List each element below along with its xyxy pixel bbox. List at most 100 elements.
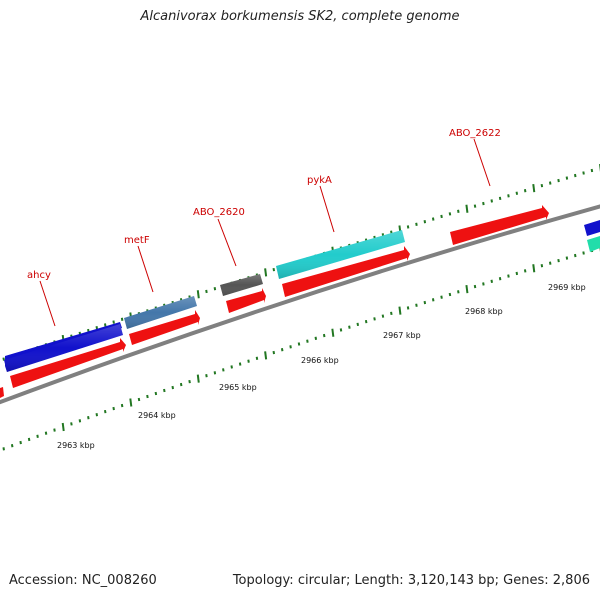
length-value: 3,120,143 bp <box>407 573 495 588</box>
label-ABO_2620[interactable]: ABO_2620 <box>193 207 245 218</box>
inner-tick-70 <box>582 251 585 255</box>
inner-tick-64 <box>532 264 536 273</box>
gene-extra-right[interactable] <box>584 220 600 252</box>
inner-tick-53 <box>440 295 443 299</box>
outer-tick-71 <box>590 168 594 173</box>
cds-metF[interactable] <box>129 310 200 345</box>
gene-extra-right-bar <box>584 220 600 236</box>
inner-tick-27 <box>222 368 225 372</box>
label-ahcy[interactable]: ahcy <box>27 270 51 281</box>
inner-tick-28 <box>230 365 233 369</box>
outer-tick-56 <box>465 204 469 213</box>
outer-tick-51 <box>423 220 427 224</box>
accession-value: NC_008260 <box>81 573 157 588</box>
inner-tick-1 <box>2 447 5 451</box>
inner-tick-30 <box>247 359 250 363</box>
inner-tick-17 <box>137 397 141 402</box>
inner-tick-47 <box>390 311 393 316</box>
outer-tick-25 <box>205 289 208 294</box>
outer-tick-12 <box>95 326 99 330</box>
inner-tick-21 <box>171 385 174 390</box>
outer-tick-52 <box>431 217 435 221</box>
inner-tick-29 <box>238 362 242 366</box>
cds-ahcy[interactable] <box>10 338 126 388</box>
inner-tick-48 <box>398 306 402 315</box>
label-pykA[interactable]: pykA <box>307 175 332 186</box>
outer-tick-49 <box>406 225 410 229</box>
outer-tick-14 <box>112 320 115 324</box>
outer-tick-32 <box>264 268 268 277</box>
kbp-label-2968: 2968 kbp <box>465 307 503 316</box>
inner-tick-56 <box>465 285 469 294</box>
inner-tick-69 <box>574 253 577 258</box>
inner-tick-16 <box>129 398 133 407</box>
inner-tick-6 <box>44 431 48 435</box>
inner-tick-22 <box>179 382 183 387</box>
inner-tick-31 <box>255 356 259 360</box>
inner-tick-58 <box>482 282 485 286</box>
inner-tick-19 <box>154 391 158 396</box>
genes-label: Genes: <box>503 573 549 588</box>
outer-tick-66 <box>548 181 552 185</box>
kbp-label-2969: 2969 kbp <box>548 283 586 292</box>
inner-tick-4 <box>27 437 31 442</box>
inner-tick-10 <box>78 419 82 423</box>
outer-tick-70 <box>582 171 585 175</box>
inner-tick-34 <box>280 348 284 352</box>
inner-tick-18 <box>146 394 149 399</box>
genes-value: 2,806 <box>552 573 590 588</box>
outer-tick-60 <box>498 196 502 201</box>
inner-tick-12 <box>95 413 99 417</box>
inner-tick-63 <box>523 269 527 273</box>
inner-tick-ring <box>2 244 600 451</box>
outer-tick-59 <box>490 199 493 203</box>
outer-tick-57 <box>473 204 477 208</box>
inner-tick-41 <box>339 328 343 332</box>
inner-tick-35 <box>289 345 292 349</box>
inner-tick-45 <box>373 317 376 321</box>
outer-tick-58 <box>482 201 485 206</box>
outer-tick-33 <box>272 267 276 272</box>
cds-pykA[interactable] <box>282 246 410 297</box>
kbp-label-2964: 2964 kbp <box>138 411 176 420</box>
inner-tick-38 <box>314 336 318 341</box>
kbp-label-2966: 2966 kbp <box>301 356 339 365</box>
cds-ABO_2622[interactable] <box>450 205 549 245</box>
inner-tick-14 <box>112 406 115 411</box>
accession-footer: Accession: NC_008260 <box>9 573 157 588</box>
inner-tick-42 <box>348 325 351 329</box>
inner-tick-61 <box>507 274 510 278</box>
inner-tick-68 <box>565 256 569 260</box>
inner-tick-52 <box>431 298 435 302</box>
inner-tick-32 <box>264 351 268 360</box>
cds-ABO_2620[interactable] <box>226 288 266 313</box>
inner-tick-33 <box>272 350 276 355</box>
inner-tick-9 <box>70 422 73 426</box>
cds-left-edge[interactable] <box>0 387 4 398</box>
length-label: Length: <box>354 573 404 588</box>
genome-stats-footer: Topology: circular; Length: 3,120,143 bp… <box>232 573 590 588</box>
inner-tick-13 <box>103 409 107 414</box>
outer-tick-55 <box>457 209 460 213</box>
inner-tick-15 <box>120 403 124 408</box>
inner-tick-37 <box>306 339 309 343</box>
outer-tick-50 <box>415 222 418 226</box>
outer-tick-65 <box>540 183 544 188</box>
inner-tick-11 <box>87 416 90 420</box>
label-metF[interactable]: metF <box>124 235 150 246</box>
label-ABO_2622[interactable]: ABO_2622 <box>449 128 501 139</box>
inner-tick-49 <box>406 306 410 310</box>
inner-tick-25 <box>205 374 208 378</box>
cds-track <box>0 205 549 398</box>
inner-tick-43 <box>356 322 360 327</box>
inner-tick-23 <box>188 379 191 384</box>
outer-tick-61 <box>507 194 510 198</box>
outer-tick-64 <box>532 184 536 193</box>
outer-tick-62 <box>515 191 519 195</box>
inner-tick-26 <box>213 371 217 375</box>
inner-tick-39 <box>322 333 326 338</box>
outer-tick-67 <box>557 178 560 183</box>
outer-tick-69 <box>574 173 577 178</box>
inner-tick-8 <box>61 422 65 432</box>
label-pointers <box>39 138 491 327</box>
